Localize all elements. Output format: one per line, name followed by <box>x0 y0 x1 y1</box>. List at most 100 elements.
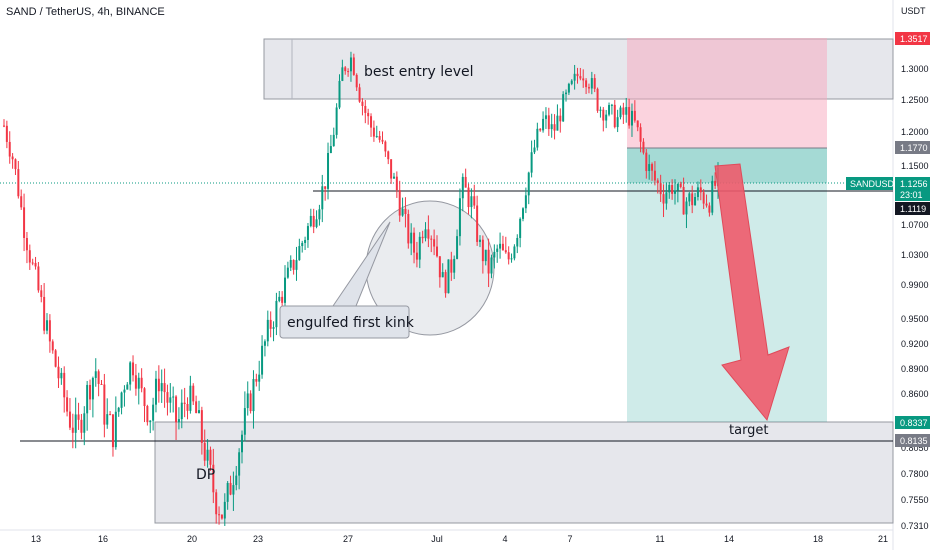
engulfed-label: engulfed first kink <box>287 315 415 331</box>
candle-body <box>711 180 714 213</box>
candle-body <box>177 419 180 423</box>
candle-body <box>40 290 43 297</box>
demand-zone[interactable] <box>154 421 894 524</box>
candle-body <box>476 205 479 242</box>
candle-body <box>306 226 309 240</box>
candle-body <box>232 485 235 495</box>
candle-body <box>327 152 330 189</box>
candle-body <box>209 449 212 465</box>
candle-body <box>696 187 699 197</box>
tag-stop <box>895 32 930 45</box>
candle-body <box>149 420 152 423</box>
candle-body <box>642 141 645 153</box>
candle-body <box>378 135 381 140</box>
candle-body <box>390 159 393 179</box>
candle-body <box>60 372 63 379</box>
tag-entry <box>895 141 930 154</box>
candle-body <box>11 156 14 160</box>
candle-body <box>496 248 499 252</box>
candle-body <box>203 442 206 461</box>
candle-body <box>524 195 527 209</box>
symbol-tag <box>846 177 893 190</box>
candle-body <box>48 320 51 342</box>
candle-body <box>602 109 605 121</box>
candle-body <box>349 57 352 72</box>
candle-body <box>622 107 625 115</box>
candle-body <box>418 236 421 260</box>
price-tick-label: 1.0700 <box>901 220 929 230</box>
candle-body <box>596 88 599 111</box>
candle-body <box>117 407 120 412</box>
candle-body <box>286 267 289 278</box>
candle-body <box>218 514 221 516</box>
candle-body <box>699 187 702 193</box>
candle-body <box>630 110 633 126</box>
candle-body <box>513 246 516 259</box>
candle-body <box>401 208 404 216</box>
candle-body <box>413 232 416 253</box>
candle-body <box>567 83 570 93</box>
candle-body <box>590 78 593 89</box>
price-tick-label: 0.8050 <box>901 443 929 453</box>
price-tick-label: 0.9200 <box>901 339 929 349</box>
time-tick-label: 23 <box>253 534 263 544</box>
candle-body <box>645 152 648 172</box>
candle-body <box>123 389 126 393</box>
candle-body <box>318 209 321 220</box>
candle-body <box>364 105 367 113</box>
candle-body <box>484 249 487 262</box>
candle-body <box>255 379 258 382</box>
candle-body <box>229 482 232 495</box>
candle-body <box>381 139 384 142</box>
candle-body <box>157 378 160 392</box>
time-tick-label: 11 <box>655 534 664 544</box>
candle-body <box>599 109 602 111</box>
price-tick-label: 0.9900 <box>901 280 929 290</box>
stop-loss-area[interactable] <box>627 38 827 148</box>
candle-body <box>530 152 533 173</box>
candle-body <box>358 87 361 102</box>
candle-body <box>215 492 218 515</box>
price-tick-label: 1.0300 <box>901 250 929 260</box>
candle-body <box>43 296 46 331</box>
down-arrow[interactable] <box>714 163 790 422</box>
time-tick-label: 20 <box>187 534 197 544</box>
candle-body <box>31 262 34 264</box>
candle-body <box>648 164 651 172</box>
candle-body <box>441 272 444 278</box>
candle-body <box>387 151 390 160</box>
candle-body <box>407 214 410 244</box>
candle-body <box>281 296 284 303</box>
candle-body <box>154 378 157 405</box>
candle-body <box>587 87 590 89</box>
callout-box[interactable] <box>279 305 410 339</box>
candle-body <box>516 237 519 247</box>
candle-body <box>284 277 287 303</box>
candle-body <box>404 208 407 215</box>
candle-body <box>435 246 438 257</box>
candle-body <box>553 124 556 131</box>
candle-body <box>97 371 100 384</box>
candle-body <box>421 236 424 239</box>
candle-body <box>547 115 550 130</box>
price-tick-label: 0.7310 <box>901 521 929 531</box>
candle-body <box>258 374 261 382</box>
candle-body <box>395 176 398 191</box>
candle-body <box>163 383 166 393</box>
candle-body <box>14 159 17 170</box>
candle-body <box>367 112 370 117</box>
time-tick-label: 13 <box>31 534 41 544</box>
candle-body <box>444 272 447 294</box>
candle-body <box>315 219 318 227</box>
candle-body <box>415 252 418 260</box>
time-tick-label: 21 <box>878 534 888 544</box>
dp-label: DP <box>196 467 215 483</box>
candle-body <box>180 402 183 420</box>
candle-body <box>246 393 249 409</box>
candle-body <box>77 414 80 420</box>
tag-countdown-text: 23:01 <box>900 190 923 200</box>
candle-body <box>708 205 711 213</box>
candle-body <box>685 201 688 215</box>
candle-body <box>292 259 295 270</box>
